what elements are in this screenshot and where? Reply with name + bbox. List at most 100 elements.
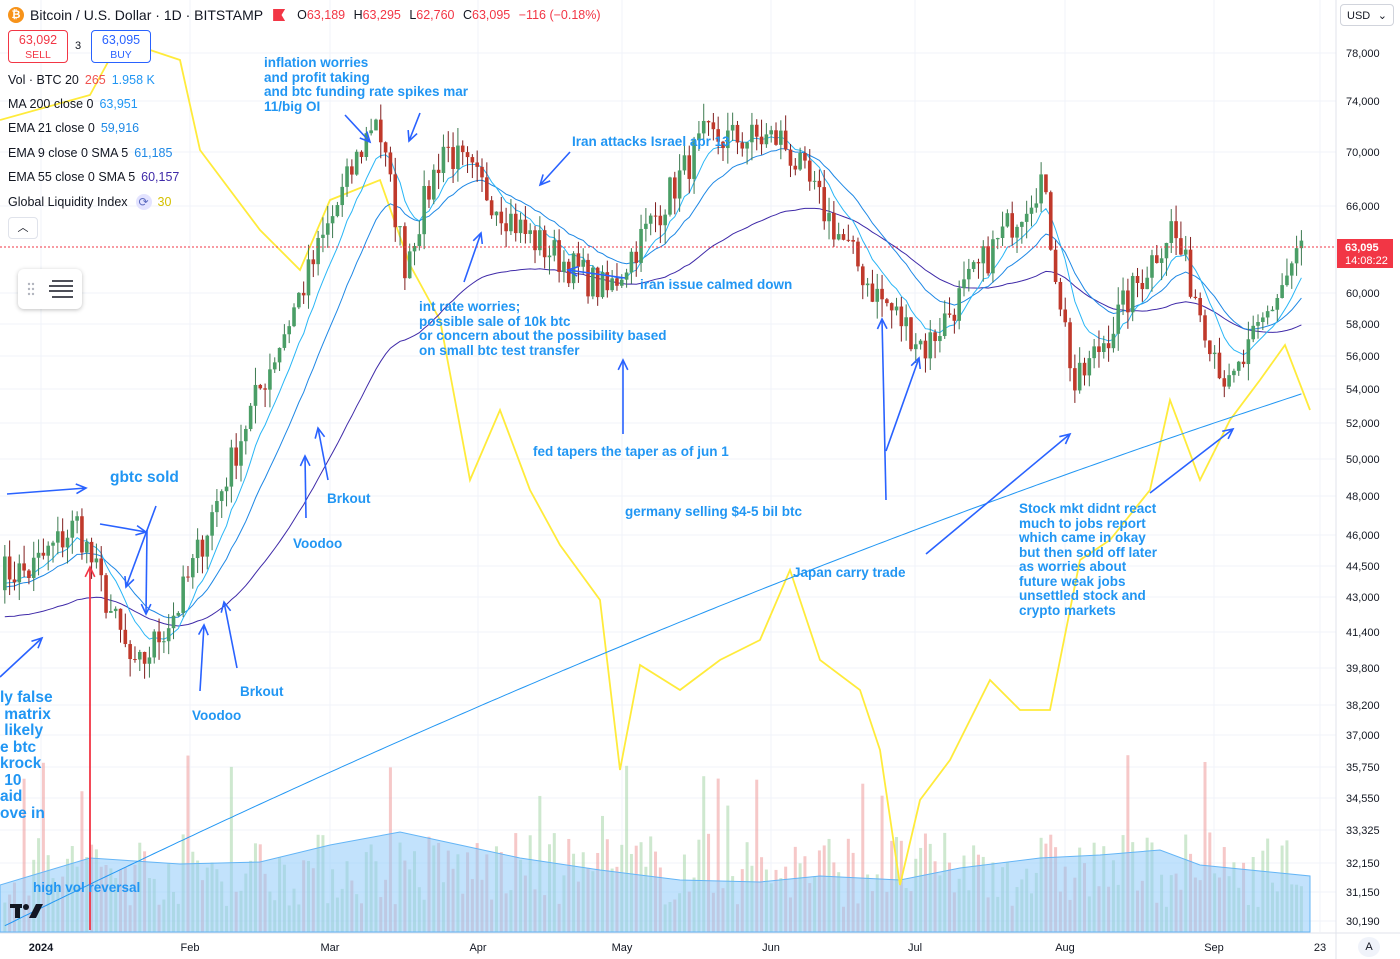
annotation-arrow [885,356,921,452]
candle [692,136,696,194]
collapse-legend-button[interactable]: ︿ [8,217,38,239]
annotation-brkout-1[interactable]: Brkout [327,491,371,506]
annotation-iran-attacks[interactable]: Iran attacks Israel apr 13 [572,134,730,149]
annotation-int-rate[interactable]: int rate worries; possible sale of 10k b… [419,299,667,358]
legend-item[interactable]: Vol · BTC 20 265 1.958 K [8,73,155,87]
annotation-arrow [84,565,96,930]
candle [1020,221,1024,244]
annotation-voodoo-1[interactable]: Voodoo [293,536,343,551]
annotation-arrow [344,114,372,144]
legend-item[interactable]: EMA 21 close 0 59,916 [8,121,139,135]
candle [1179,221,1183,256]
candle [759,119,764,155]
annotation-stock-mkt[interactable]: Stock mkt didnt react much to jobs repor… [1019,501,1157,618]
annotation-voodoo-2[interactable]: Voodoo [192,708,242,723]
candle [345,158,349,197]
price-tick-label: 78,000 [1346,48,1380,60]
candle [7,540,12,596]
candle [687,145,692,194]
candle [875,273,880,319]
candle [277,347,282,371]
candle [123,613,128,648]
candle [239,424,243,482]
candle [827,197,831,240]
candle [523,206,528,244]
candle [706,120,711,136]
price-tick-label: 66,000 [1346,201,1380,213]
candle [171,602,176,640]
price-tick-label: 34,550 [1346,793,1380,805]
candle [436,153,441,190]
candle [224,477,229,507]
candle [716,116,720,155]
candle [27,569,31,585]
candle [1135,267,1140,298]
auto-scale-button[interactable]: A [1358,937,1380,957]
candle [1082,357,1087,386]
candle [822,170,827,230]
annotation-japan[interactable]: Japan carry trade [793,565,906,580]
candle [899,297,904,342]
floating-toolbar[interactable] [18,269,82,309]
annotation-left-cut[interactable]: ly false matrix likely e btc krock 10 ai… [0,689,53,822]
candle [494,211,499,226]
candle [12,561,17,591]
candle [812,170,817,190]
drag-handle-icon[interactable] [18,269,82,309]
annotation-gbtc-sold[interactable]: gbtc sold [110,469,179,486]
legend-item[interactable]: Global Liquidity Index ⟳ 30 [8,194,171,210]
annotation-iran-calmed[interactable]: iran issue calmed down [640,277,793,292]
annotation-inflation[interactable]: inflation worries and profit taking and … [264,55,469,114]
volume-bar [880,795,884,932]
flag-icon[interactable] [273,9,286,21]
spread-value: 3 [75,40,82,52]
price-tick-label: 48,000 [1346,491,1380,503]
ema55-line [4,207,1302,627]
annotation-germany[interactable]: germany selling $4-5 bil btc [625,504,803,519]
legend-item[interactable]: MA 200 close 0 63,951 [8,97,138,111]
annotation-high-vol[interactable]: high vol reversal [33,880,141,895]
countdown-label: 14:08:22 [1345,255,1388,267]
candle [745,141,749,165]
candle [938,317,942,353]
candle [248,403,253,432]
buy-button[interactable]: 63,095 BUY [91,30,151,63]
annotation-brkout-2[interactable]: Brkout [240,684,284,699]
candle [480,158,484,193]
tradingview-logo-icon[interactable] [10,902,44,920]
candle [441,134,446,183]
price-tick-label: 37,000 [1346,730,1380,742]
candle [677,154,682,212]
currency-selector[interactable]: USD ⌄ [1340,4,1394,26]
annotation-arrow [314,426,329,481]
candle [94,543,99,569]
candle [889,302,894,329]
candle [489,196,494,219]
chevron-down-icon: ⌄ [1377,10,1387,22]
candle [947,297,952,318]
annotation-arrow [1149,427,1235,494]
candle [552,229,557,262]
candle [566,258,571,287]
candle [518,212,523,243]
legend-item[interactable]: EMA 9 close 0 SMA 5 61,185 [8,146,172,160]
candle [600,265,605,299]
volume-bar [1126,755,1130,932]
candle [142,651,147,679]
candle [942,300,947,339]
candle [730,112,735,141]
candle [470,154,475,179]
annotation-fed-tapers[interactable]: fed tapers the taper as of jun 1 [533,444,729,459]
candle [403,222,407,290]
symbol-title[interactable]: Bitcoin / U.S. Dollar · 1D · BITSTAMP [30,7,264,23]
candle [1010,201,1014,246]
candle [1087,350,1092,387]
candle [412,242,417,266]
price-tick-label: 56,000 [1346,351,1380,363]
candle [610,270,614,293]
candle [1159,248,1164,281]
legend-item[interactable]: EMA 55 close 0 SMA 5 60,157 [8,170,179,184]
time-tick-label: Sep [1204,942,1224,954]
sell-button[interactable]: 63,092 SELL [8,30,68,63]
